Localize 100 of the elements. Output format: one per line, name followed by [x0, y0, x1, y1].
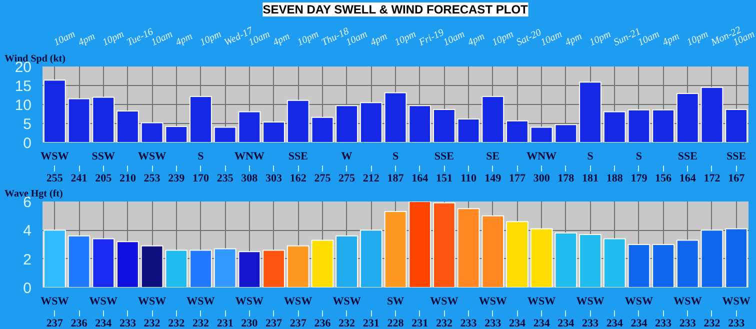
text: 205 — [95, 172, 112, 184]
text: 233 — [655, 318, 672, 329]
bar — [408, 105, 432, 142]
text: 239 — [168, 172, 186, 184]
x-tick-label: 4pm — [271, 31, 292, 48]
x-tick-label: 10am — [52, 28, 78, 48]
text: WSW — [674, 296, 702, 308]
bar — [262, 121, 285, 142]
text: 303 — [266, 172, 283, 184]
text: WSW — [722, 296, 750, 308]
text: SE — [486, 150, 500, 162]
text: 234 — [533, 318, 550, 329]
x-tick-label: 10pm — [296, 28, 321, 48]
text: 149 — [484, 172, 502, 184]
text: 233 — [460, 318, 478, 329]
text: 233 — [119, 318, 136, 329]
bar — [700, 230, 724, 288]
text: SSE — [678, 150, 698, 162]
x-tick-label: 10am — [539, 28, 564, 48]
text: WSW — [576, 296, 604, 308]
x-tick-label: 4pm — [76, 31, 97, 48]
bar — [652, 244, 675, 288]
text: WSW — [430, 296, 458, 308]
x-tick-label: 4pm — [466, 31, 486, 48]
text: 228 — [387, 318, 404, 329]
x-tick-label: 10pm — [100, 28, 126, 48]
text: 232 — [436, 318, 453, 329]
text: SSE — [726, 150, 746, 162]
text: 237 — [46, 318, 64, 329]
text: SSW — [92, 150, 115, 162]
text: 232 — [192, 318, 210, 329]
text: 234 — [606, 318, 624, 329]
text: 275 — [338, 172, 356, 184]
text: S — [392, 150, 399, 162]
text: 234 — [630, 318, 648, 329]
text: 232 — [338, 318, 356, 329]
text: 234 — [558, 318, 575, 329]
text: 181 — [582, 172, 599, 184]
bar — [92, 238, 115, 288]
bar — [482, 215, 504, 288]
x-tick-label: 10pm — [588, 28, 613, 48]
text: 308 — [241, 172, 258, 184]
text: S — [198, 150, 204, 162]
text: 230 — [241, 318, 258, 329]
text: WSW — [89, 296, 118, 308]
x-tick-label: 10pm — [490, 28, 516, 48]
bar — [579, 82, 602, 142]
text: SSE — [288, 150, 308, 162]
bar — [432, 108, 456, 142]
x-tick-label: 4pm — [564, 31, 584, 48]
text: 177 — [508, 172, 526, 184]
bar — [676, 92, 699, 142]
bar — [92, 96, 115, 142]
text: 187 — [387, 172, 404, 184]
text: 237 — [290, 318, 307, 329]
text: 232 — [168, 318, 186, 329]
bar — [360, 102, 382, 142]
text: 253 — [144, 172, 161, 184]
bar — [384, 92, 407, 142]
text: 233 — [582, 318, 600, 329]
text: 255 — [46, 172, 64, 184]
text: 236 — [70, 318, 88, 329]
x-tick-label: 4pm — [174, 31, 194, 48]
text: S — [636, 150, 642, 162]
text: 164 — [412, 172, 429, 184]
bar — [457, 118, 480, 142]
bar — [311, 240, 334, 288]
x-tick-label: 4pm — [660, 31, 682, 48]
bar — [262, 250, 285, 288]
text: WNW — [234, 150, 264, 162]
text: 156 — [655, 172, 672, 184]
x-tick-label: 4pm — [368, 31, 390, 48]
bar — [286, 245, 310, 288]
y-tick-label: 15 — [14, 78, 32, 95]
bar — [43, 230, 66, 288]
bar — [116, 110, 139, 142]
text: WSW — [624, 296, 654, 308]
text: WSW — [284, 296, 312, 308]
text: 233 — [484, 318, 502, 329]
text: WSW — [478, 296, 507, 308]
bar — [190, 96, 212, 142]
text: 234 — [95, 318, 112, 329]
bar — [482, 96, 504, 142]
text: 178 — [558, 172, 575, 184]
text: 164 — [679, 172, 696, 184]
text: WSW — [332, 296, 361, 308]
text: 232 — [704, 318, 721, 329]
text: 234 — [508, 318, 526, 329]
text: 212 — [362, 172, 380, 184]
x-tick-label: 10pm — [198, 28, 224, 48]
y-tick-label: 0 — [23, 135, 32, 152]
bar — [336, 105, 358, 142]
bar — [311, 116, 334, 142]
text: 162 — [290, 172, 307, 184]
bar — [676, 240, 699, 288]
text: SSE — [434, 150, 454, 162]
chart-title: SEVEN DAY SWELL & WIND FORECAST PLOT — [262, 2, 529, 16]
bar — [725, 108, 748, 142]
text: 300 — [533, 172, 550, 184]
text: 179 — [630, 172, 648, 184]
